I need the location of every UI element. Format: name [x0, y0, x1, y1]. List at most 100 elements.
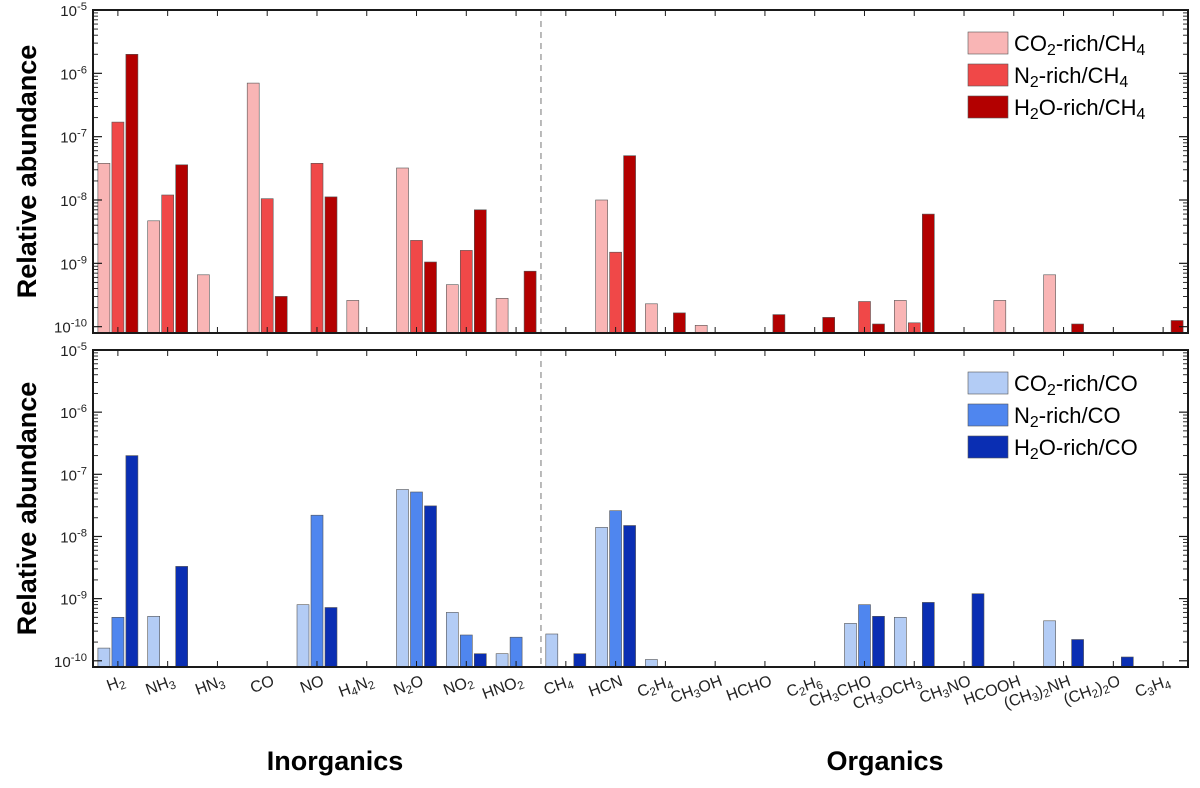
category-label: H4N2: [337, 673, 377, 703]
bar-1-2-0: [125, 53, 139, 334]
bar-1-0-5: [346, 300, 360, 334]
bar-2-2-6: [424, 505, 437, 668]
category-label: NO: [298, 673, 326, 697]
legend-swatch: [967, 63, 1009, 87]
bar-1-0-18: [993, 300, 1007, 334]
legend-swatch: [967, 435, 1009, 459]
y-tick-label: 10-6: [60, 64, 87, 83]
bar-1-2-7: [473, 209, 487, 334]
category-label: C3H4: [1133, 673, 1174, 704]
category-label: CO: [248, 673, 276, 697]
bar-2-2-17: [971, 593, 985, 668]
bar-1-0-0: [97, 163, 111, 334]
bar-1-0-3: [246, 82, 260, 334]
legend-swatch: [967, 371, 1009, 395]
category-label: HCHO: [724, 673, 774, 705]
bar-2-0-0: [97, 647, 111, 668]
bar-1-1-4: [310, 163, 324, 334]
bar-2-2-20: [1121, 656, 1134, 668]
bar-1-2-14: [822, 317, 836, 334]
bar-1-2-3: [274, 296, 288, 334]
bar-1-0-7: [445, 284, 459, 334]
bar-1-1-3: [260, 198, 274, 334]
y-tick-label: 10-5: [60, 341, 87, 360]
category-label: CH4: [542, 673, 577, 701]
bar-2-2-7: [473, 653, 487, 668]
y-tick-label: 10-8: [60, 191, 87, 210]
category-label: C2H4: [635, 673, 676, 704]
bar-2-0-1: [147, 615, 160, 668]
y-tick-label: 10-6: [60, 403, 87, 422]
bar-1-2-8: [523, 270, 537, 334]
bar-1-1-1: [161, 194, 174, 334]
bar-1-2-6: [424, 261, 437, 334]
bar-2-2-15: [872, 615, 885, 668]
bar-1-1-7: [459, 250, 473, 334]
category-label: H2: [105, 673, 129, 697]
bar-2-0-15: [844, 623, 857, 668]
y-tick-label: 10-7: [60, 465, 87, 484]
bar-2-2-4: [324, 607, 338, 668]
legend-swatch: [967, 31, 1009, 55]
bar-1-2-1: [175, 164, 188, 334]
legend-label: CO2-rich/CH4: [1014, 31, 1145, 59]
category-label: NO2: [441, 673, 476, 702]
panel-1: 10-10 10-9 10-8 10-7 10-6 10-5 Relative abunda…: [12, 1, 1189, 337]
bar-1-2-4: [324, 196, 338, 334]
bar-2-2-10: [623, 525, 636, 668]
bar-2-0-4: [296, 604, 310, 668]
legend-label: H2O-rich/CH4: [1014, 95, 1145, 123]
legend-label: N2-rich/CO: [1014, 403, 1121, 431]
bar-1-0-6: [396, 167, 409, 334]
bar-1-1-0: [111, 121, 125, 334]
bar-1-2-19: [1071, 323, 1084, 334]
bar-2-1-4: [310, 514, 324, 668]
legend-label: H2O-rich/CO: [1014, 435, 1138, 463]
plot-frame: [92, 9, 1189, 334]
bar-1-0-11: [645, 303, 658, 334]
bar-1-2-15: [872, 323, 885, 334]
y-tick-label: 10-10: [54, 652, 87, 671]
bar-1-0-10: [595, 199, 608, 334]
legend-swatch: [967, 95, 1009, 119]
bar-2-2-9: [573, 653, 587, 668]
y-axis-label: Relative abundance: [12, 45, 42, 299]
bar-1-0-2: [197, 274, 210, 334]
y-tick-label: 10-9: [60, 590, 87, 609]
bar-1-1-6: [410, 240, 423, 334]
category-label: C2H6: [784, 673, 824, 703]
plot-frame: [92, 349, 1189, 668]
panel-2: 10-10 10-9 10-8 10-7 10-6 10-5 Relative abunda…: [12, 341, 1189, 671]
y-axis-label: Relative abundance: [12, 382, 42, 636]
group-label-organics: Organics: [826, 746, 943, 776]
category-label: CH3OH: [668, 673, 725, 709]
bar-1-0-19: [1043, 274, 1056, 334]
bar-1-0-16: [893, 300, 907, 334]
bar-1-0-12: [694, 324, 708, 334]
y-tick-label: 10-9: [60, 254, 87, 273]
bar-2-0-8: [495, 653, 509, 668]
legend-label: CO2-rich/CO: [1014, 371, 1138, 399]
category-label: N2O: [391, 673, 426, 702]
y-tick-label: 10-10: [54, 318, 87, 337]
category-label: (CH2)2O: [1061, 673, 1123, 711]
bar-2-0-19: [1043, 620, 1056, 668]
bar-1-0-1: [147, 220, 160, 334]
bar-2-0-6: [396, 489, 409, 668]
bar-2-1-6: [410, 491, 423, 668]
bar-2-2-16: [921, 602, 935, 668]
bar-2-1-10: [609, 510, 622, 668]
bar-1-1-10: [609, 251, 622, 334]
y-tick-label: 10-7: [60, 128, 87, 147]
bar-2-0-10: [595, 527, 608, 668]
bar-1-2-13: [772, 314, 786, 334]
category-label: HN3: [193, 673, 227, 701]
bar-2-2-0: [125, 455, 139, 668]
bar-2-1-15: [858, 604, 871, 668]
legend-swatch: [967, 403, 1009, 427]
bar-1-0-8: [495, 297, 509, 334]
bar-2-2-1: [175, 566, 188, 668]
bar-2-0-9: [545, 633, 559, 668]
group-label-inorganics: Inorganics: [267, 746, 404, 776]
